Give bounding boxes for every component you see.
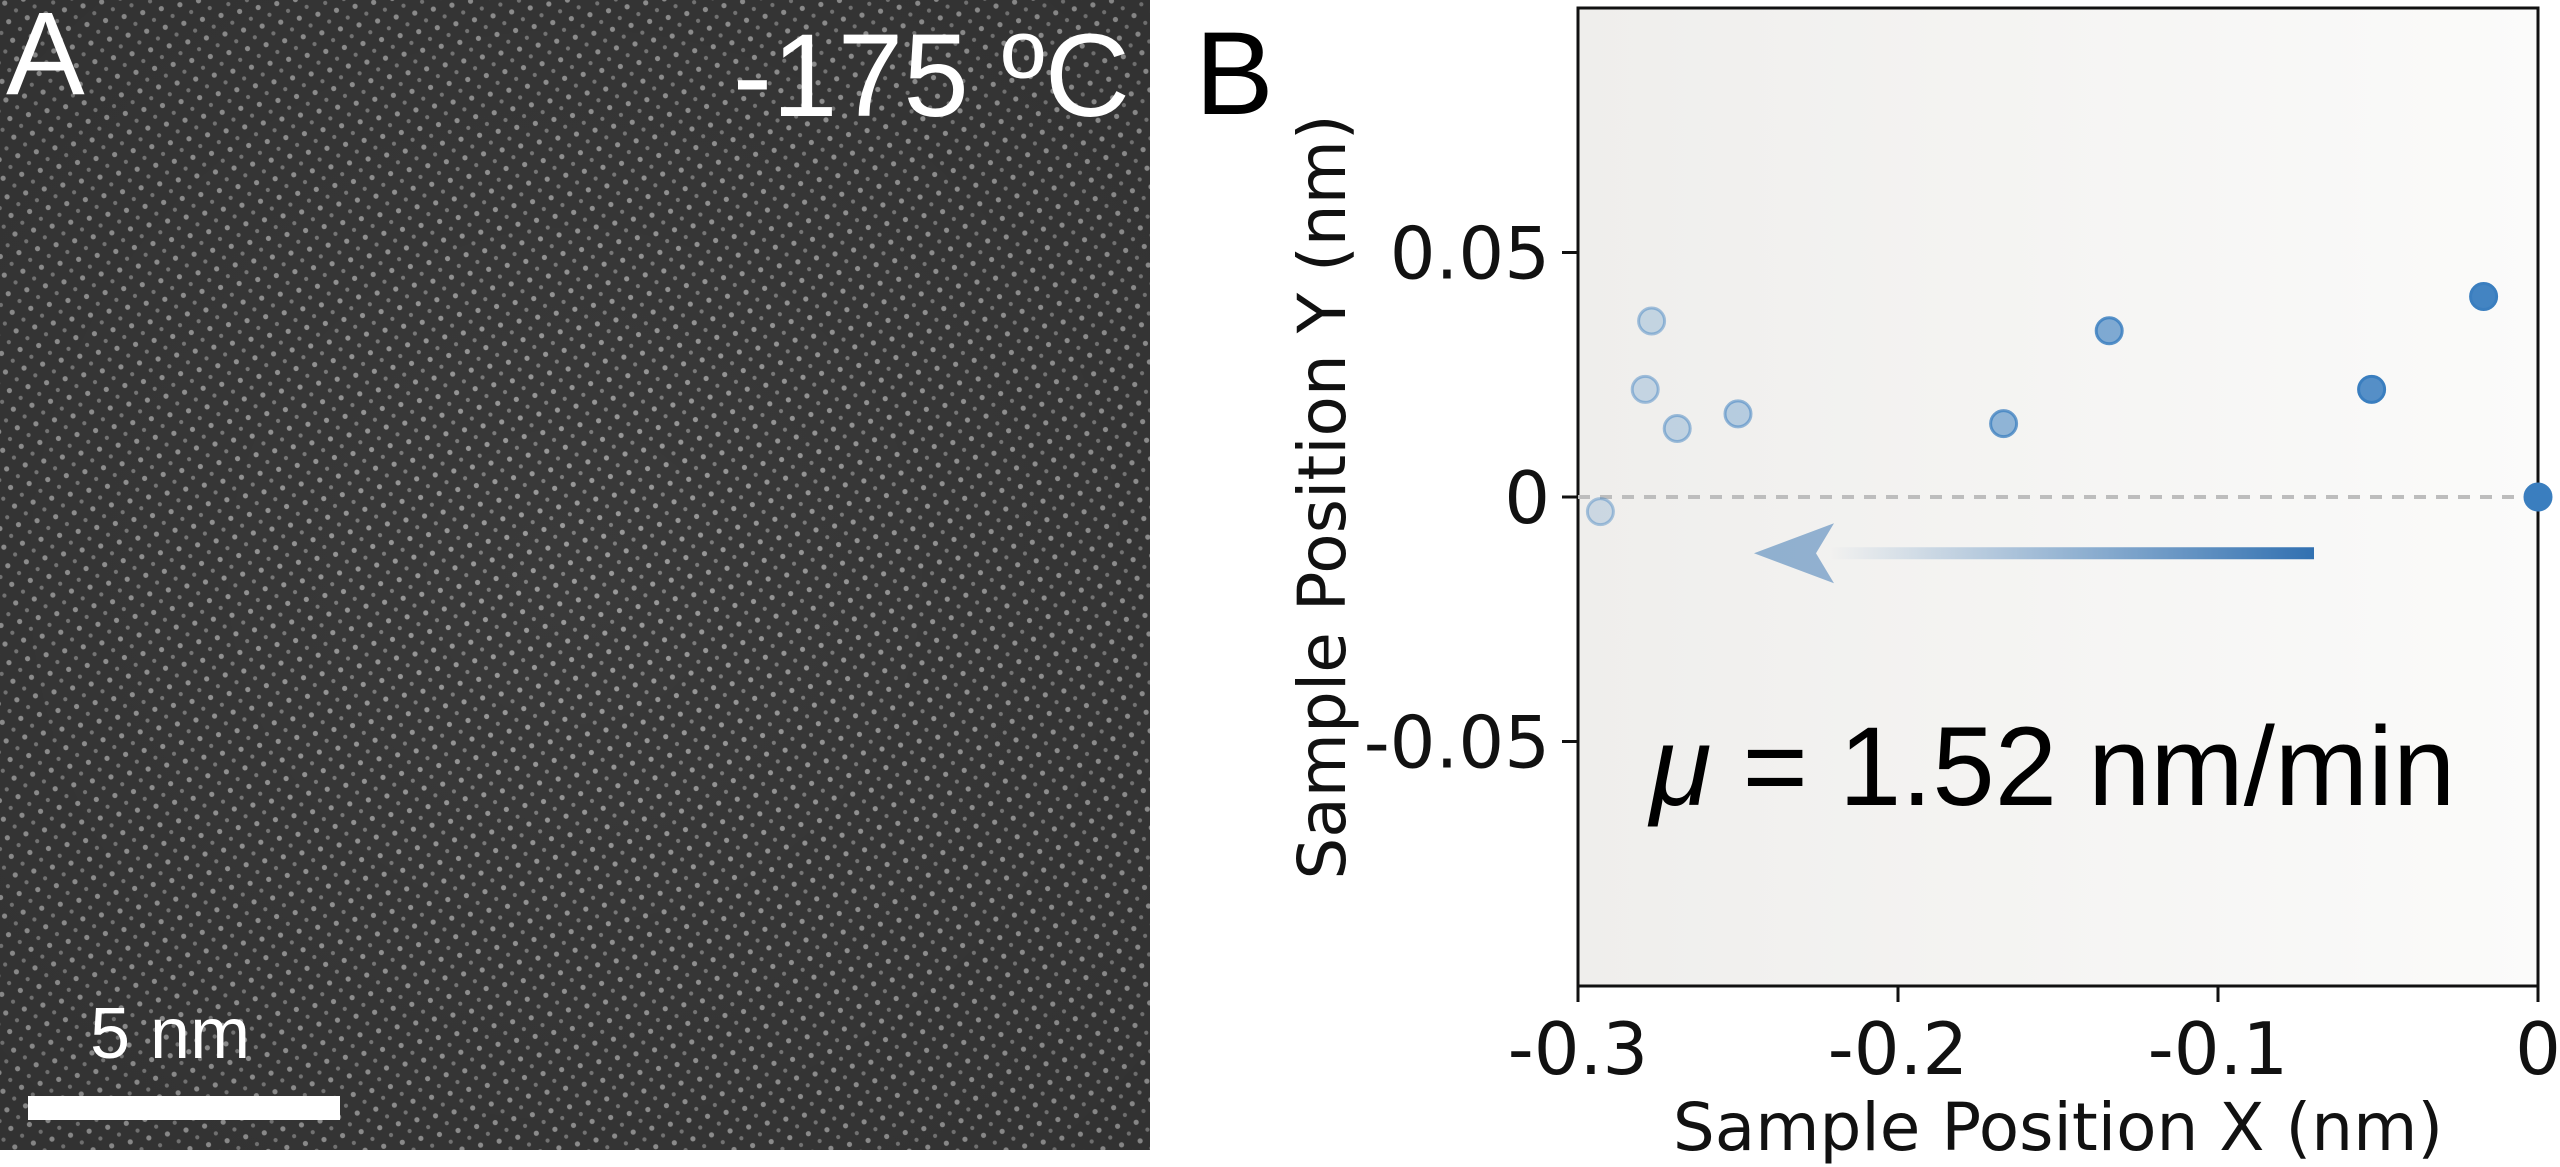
x-tick-label: 0 — [2515, 1007, 2560, 1091]
y-tick-label: 0.05 — [1390, 212, 1550, 296]
x-axis-label: Sample Position X (nm) — [1673, 1089, 2443, 1166]
points-layer — [1585, 282, 2553, 527]
y-tick-label: -0.05 — [1364, 701, 1550, 785]
x-tick-label: -0.2 — [1828, 1007, 1968, 1091]
scale-bar-label: 5 nm — [90, 994, 251, 1074]
data-point — [1989, 409, 2019, 439]
y-axis: 0.05 0 -0.05 — [1364, 212, 1578, 785]
data-point — [2357, 374, 2387, 404]
data-point — [1630, 374, 1660, 404]
data-point — [2469, 282, 2499, 312]
panel-b-label: B — [1195, 8, 1274, 140]
x-tick-label: -0.1 — [2148, 1007, 2288, 1091]
y-axis-label: Sample Position Y (nm) — [1284, 114, 1361, 879]
data-point — [1723, 399, 1753, 429]
direction-arrow — [1754, 523, 2314, 584]
data-point — [2523, 482, 2553, 512]
scale-bar — [28, 1096, 340, 1120]
data-point — [1637, 306, 1667, 336]
panel-a-label: A — [6, 0, 85, 120]
data-point — [2094, 316, 2124, 346]
y-tick-label: 0 — [1504, 456, 1550, 540]
arrow-head — [1754, 523, 1834, 584]
data-point — [1585, 497, 1615, 527]
mu-symbol: μ — [1647, 704, 1711, 829]
data-point — [1662, 414, 1692, 444]
temperature-label: -175 ºC — [732, 10, 1130, 142]
rate-annotation: μ = 1.52 nm/min — [1647, 704, 2455, 829]
micrograph-panel: A -175 ºC 5 nm — [0, 0, 1150, 1150]
x-axis: -0.3 -0.2 -0.1 0 — [1508, 986, 2560, 1091]
rate-value: = 1.52 nm/min — [1711, 704, 2455, 829]
atomic-lattice-image — [0, 0, 1150, 1150]
x-tick-label: -0.3 — [1508, 1007, 1648, 1091]
